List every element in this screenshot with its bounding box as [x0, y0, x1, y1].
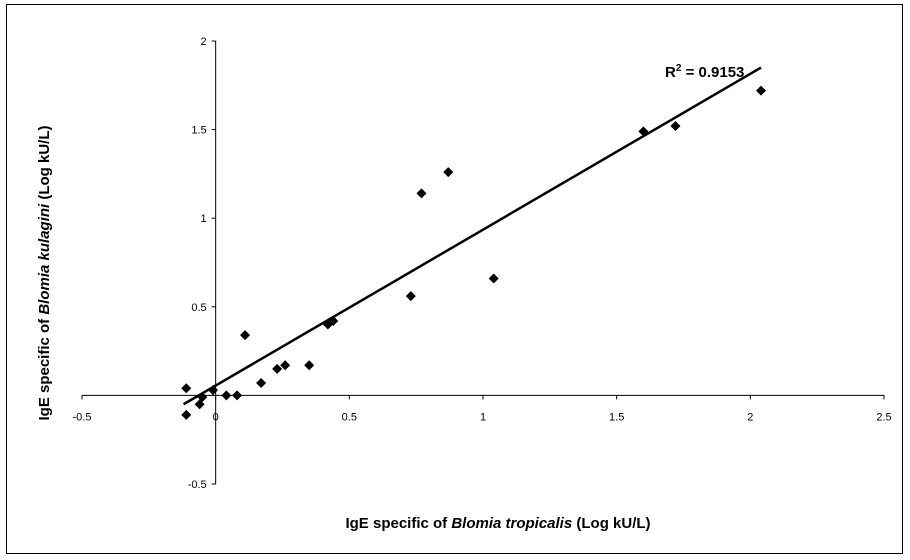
x-tick-label: -0.5 [73, 411, 92, 423]
chart-frame: -0.5 0.5 1 1.5 2 2.5 0 -0.5 0.5 1 1.5 2 R2 = 0.9153… [6, 4, 903, 554]
data-point [232, 390, 243, 401]
data-point [488, 273, 499, 284]
y-tick-label: 1.5 [191, 125, 206, 137]
x-tick-label: 0 [213, 411, 219, 423]
data-point [756, 85, 767, 96]
y-tick-label: -0.5 [188, 479, 207, 491]
y-tick-label: 2 [201, 36, 207, 48]
x-axis-title: IgE specific of Blomia tropicalis (Log k… [345, 515, 650, 532]
data-point [443, 167, 454, 178]
y-tick-label: 0.5 [191, 302, 206, 314]
data-point [272, 363, 283, 374]
x-tick-label: 2.5 [876, 411, 891, 423]
data-point [221, 390, 232, 401]
data-point [670, 121, 681, 132]
trendline [182, 66, 762, 406]
data-point [197, 392, 208, 403]
data-point [304, 360, 315, 371]
x-tick-label: 0.5 [342, 411, 357, 423]
x-tick-label: 1.5 [609, 411, 624, 423]
data-point [181, 409, 192, 420]
scatter-chart: -0.5 0.5 1 1.5 2 2.5 0 -0.5 0.5 1 1.5 2 R2 = 0.9153… [36, 36, 892, 532]
data-point [328, 315, 339, 326]
x-tick-label: 2 [747, 411, 753, 423]
data-point [240, 330, 251, 341]
data-points [181, 85, 767, 420]
r-squared-annotation: R2 = 0.9153 [665, 63, 744, 81]
axes [81, 40, 885, 485]
data-point [207, 385, 218, 396]
data-point [256, 377, 267, 388]
data-point [181, 383, 192, 394]
data-point [416, 188, 427, 199]
x-tick-label: 1 [480, 411, 486, 423]
data-point [405, 291, 416, 302]
data-point [280, 360, 291, 371]
y-tick-label: 1 [201, 213, 207, 225]
tick-labels: -0.5 0.5 1 1.5 2 2.5 0 -0.5 0.5 1 1.5 2 [73, 36, 892, 491]
y-axis-title: IgE specific of Blomia kulagini (Log kU/… [36, 125, 53, 420]
trendline-group [182, 66, 762, 406]
